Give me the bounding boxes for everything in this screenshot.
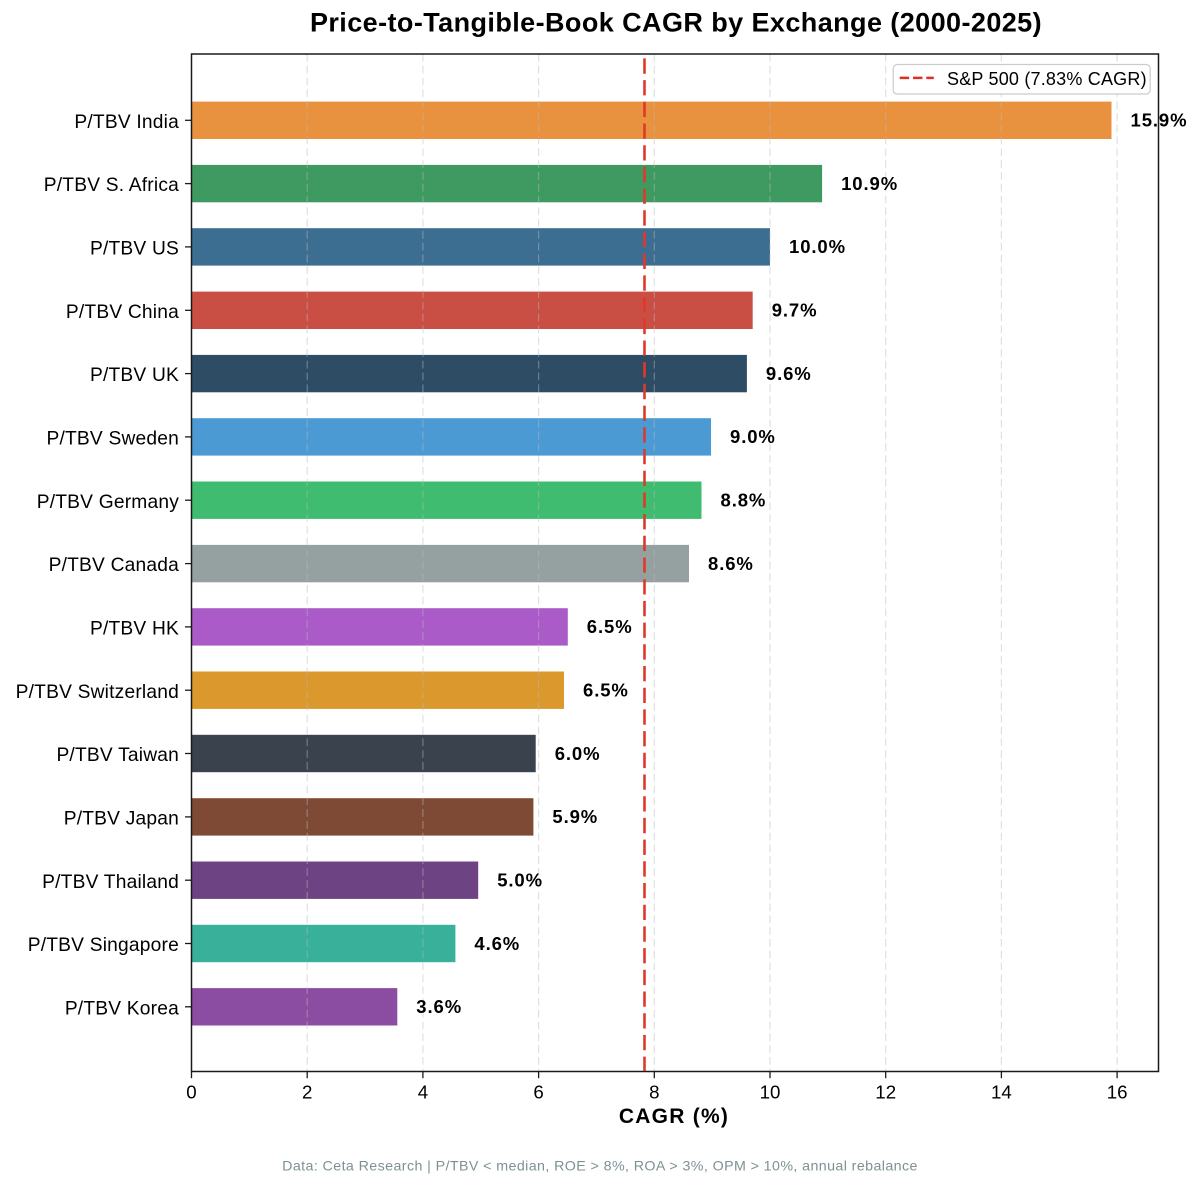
svg-text:P/TBV Switzerland: P/TBV Switzerland (16, 682, 179, 703)
svg-text:4: 4 (418, 1082, 428, 1103)
svg-text:9.0%: 9.0% (730, 426, 776, 447)
svg-text:9.7%: 9.7% (772, 300, 818, 321)
svg-text:Price-to-Tangible-Book CAGR by: Price-to-Tangible-Book CAGR by Exchange … (310, 8, 1042, 38)
svg-text:14: 14 (991, 1082, 1012, 1103)
svg-text:P/TBV Sweden: P/TBV Sweden (46, 429, 179, 450)
svg-text:6: 6 (533, 1082, 543, 1103)
svg-text:5.0%: 5.0% (497, 870, 543, 891)
svg-text:P/TBV China: P/TBV China (66, 302, 179, 323)
svg-text:6.5%: 6.5% (587, 616, 633, 637)
svg-text:P/TBV Korea: P/TBV Korea (65, 998, 179, 1019)
svg-text:8: 8 (649, 1082, 659, 1103)
svg-text:3.6%: 3.6% (416, 996, 462, 1017)
svg-text:Data: Ceta Research | P/TBV <: Data: Ceta Research | P/TBV < median, RO… (282, 1159, 918, 1175)
svg-text:2: 2 (302, 1082, 312, 1103)
svg-text:12: 12 (875, 1082, 896, 1103)
svg-text:6.5%: 6.5% (583, 680, 629, 701)
svg-text:P/TBV Germany: P/TBV Germany (37, 492, 179, 513)
svg-text:P/TBV India: P/TBV India (74, 112, 179, 133)
svg-text:P/TBV Singapore: P/TBV Singapore (28, 935, 179, 956)
svg-text:4.6%: 4.6% (474, 933, 520, 954)
svg-text:P/TBV Taiwan: P/TBV Taiwan (56, 745, 179, 766)
svg-text:6.0%: 6.0% (555, 743, 601, 764)
svg-text:5.9%: 5.9% (552, 806, 598, 827)
svg-text:P/TBV Thailand: P/TBV Thailand (42, 872, 179, 893)
svg-text:P/TBV UK: P/TBV UK (90, 365, 179, 386)
svg-text:9.6%: 9.6% (766, 363, 812, 384)
svg-text:15.9%: 15.9% (1131, 110, 1188, 131)
svg-text:P/TBV S. Africa: P/TBV S. Africa (44, 175, 179, 196)
svg-text:S&P 500 (7.83% CAGR): S&P 500 (7.83% CAGR) (947, 69, 1147, 89)
svg-text:CAGR (%): CAGR (%) (619, 1105, 729, 1128)
svg-text:P/TBV Japan: P/TBV Japan (64, 809, 179, 830)
svg-text:10.9%: 10.9% (841, 173, 898, 194)
svg-text:10: 10 (760, 1082, 781, 1103)
svg-text:P/TBV US: P/TBV US (90, 239, 179, 260)
svg-text:10.0%: 10.0% (789, 236, 846, 257)
svg-text:0: 0 (186, 1082, 196, 1103)
svg-text:16: 16 (1107, 1082, 1128, 1103)
svg-text:P/TBV Canada: P/TBV Canada (49, 555, 180, 576)
svg-text:P/TBV HK: P/TBV HK (90, 619, 179, 640)
svg-text:8.6%: 8.6% (708, 553, 754, 574)
svg-text:8.8%: 8.8% (721, 490, 767, 511)
